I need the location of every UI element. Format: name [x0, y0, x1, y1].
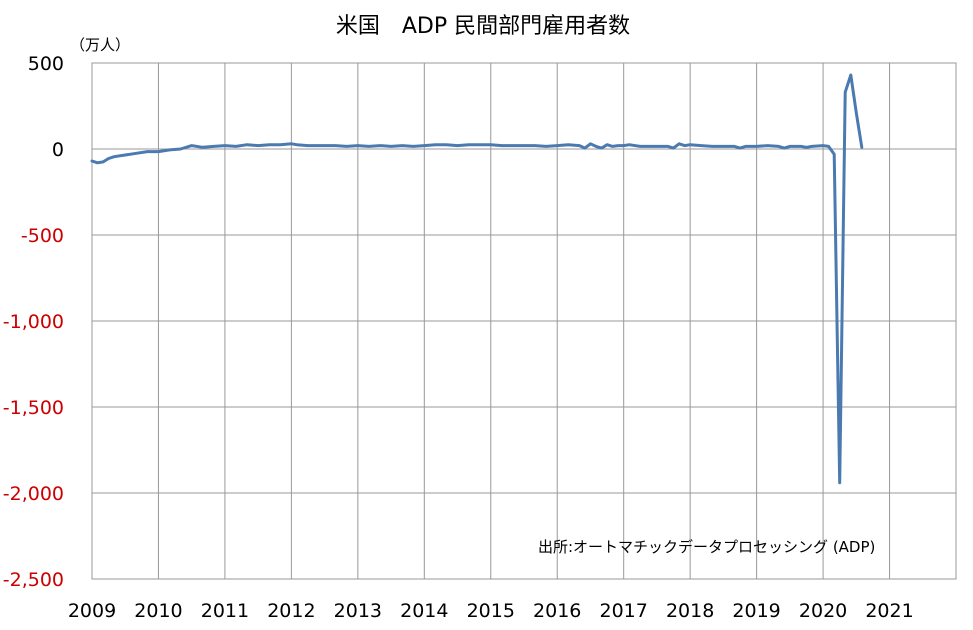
x-axis-tick-labels: 2009 2010 2011 2012 2013 2014 2015 2016 2017 2018…	[68, 600, 914, 622]
x-tick-label: 2011	[201, 600, 249, 622]
x-tick-label: 2013	[334, 600, 382, 622]
x-tick-label: 2018	[666, 600, 714, 622]
y-tick-label: -2,500	[3, 569, 64, 591]
x-tick-label: 2010	[134, 600, 182, 622]
y-tick-label: 500	[28, 53, 64, 75]
series-layer	[90, 73, 864, 485]
unit-label: （万人）	[70, 36, 130, 54]
y-tick-label: -1,500	[3, 397, 64, 419]
x-tick-label: 2016	[533, 600, 581, 622]
x-tick-label: 2015	[467, 600, 515, 622]
y-tick-label: 0	[52, 139, 64, 161]
x-tick-label: 2012	[267, 600, 315, 622]
source-note: 出所:オートマチックデータプロセッシング (ADP)	[538, 538, 875, 556]
series-line-0	[90, 73, 864, 485]
x-tick-label: 2014	[400, 600, 448, 622]
x-tick-label: 2019	[732, 600, 780, 622]
x-tick-label: 2009	[68, 600, 116, 622]
y-tick-label: -2,000	[3, 483, 64, 505]
chart-title: 米国 ADP 民間部門雇用者数	[336, 14, 630, 39]
y-tick-label: -1,000	[3, 311, 64, 333]
y-axis-tick-labels: 500 0 -500 -1,000 -1,500 -2,000 -2,500	[3, 53, 64, 591]
x-tick-label: 2021	[865, 600, 913, 622]
x-tick-label: 2020	[799, 600, 847, 622]
y-tick-label: -500	[21, 225, 64, 247]
grid-lines	[91, 62, 956, 580]
x-tick-label: 2017	[600, 600, 648, 622]
